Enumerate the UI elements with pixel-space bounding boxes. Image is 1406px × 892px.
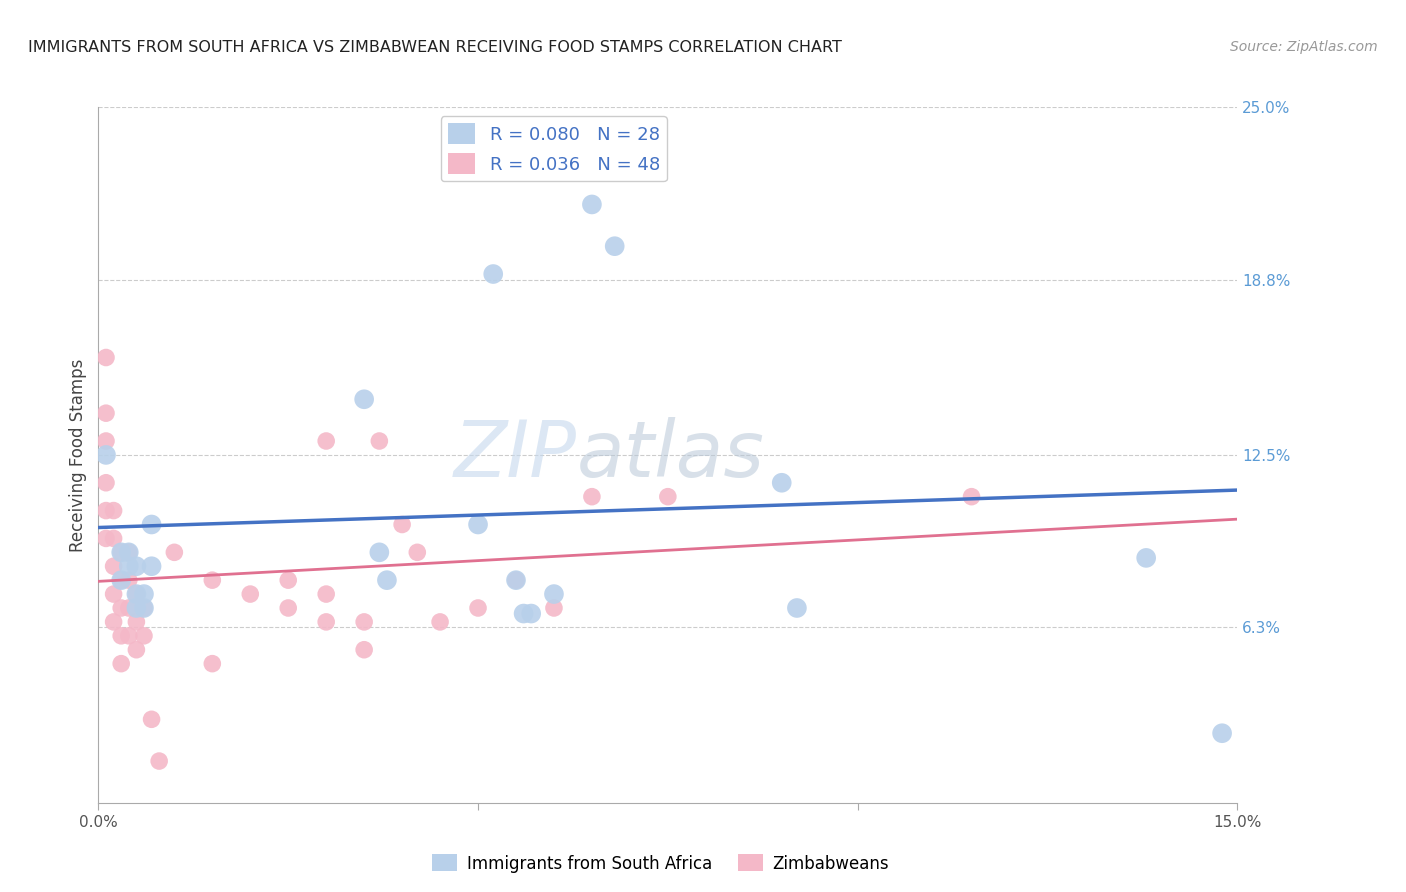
Point — [110, 545, 132, 559]
Point — [1135, 550, 1157, 565]
Point — [94, 532, 117, 546]
Legend: Immigrants from South Africa, Zimbabweans: Immigrants from South Africa, Zimbabwean… — [426, 847, 896, 880]
Point — [118, 545, 141, 559]
Point — [110, 601, 132, 615]
Point — [315, 615, 337, 629]
Point — [118, 545, 141, 559]
Point — [239, 587, 262, 601]
Point — [368, 434, 391, 448]
Point — [368, 545, 391, 559]
Point — [110, 629, 132, 643]
Point — [201, 657, 224, 671]
Point — [125, 601, 148, 615]
Point — [110, 573, 132, 587]
Point — [520, 607, 543, 621]
Point — [118, 573, 141, 587]
Text: IMMIGRANTS FROM SOUTH AFRICA VS ZIMBABWEAN RECEIVING FOOD STAMPS CORRELATION CHA: IMMIGRANTS FROM SOUTH AFRICA VS ZIMBABWE… — [28, 40, 842, 55]
Point — [391, 517, 413, 532]
Point — [103, 587, 125, 601]
Point — [512, 607, 534, 621]
Point — [770, 475, 793, 490]
Point — [581, 490, 603, 504]
Point — [960, 490, 983, 504]
Point — [141, 559, 163, 574]
Point — [201, 573, 224, 587]
Point — [315, 434, 337, 448]
Point — [132, 587, 155, 601]
Text: ZIP: ZIP — [454, 417, 576, 493]
Point — [125, 559, 148, 574]
Point — [375, 573, 398, 587]
Point — [315, 587, 337, 601]
Point — [110, 657, 132, 671]
Point — [543, 601, 565, 615]
Point — [596, 142, 619, 156]
Point — [94, 434, 117, 448]
Point — [581, 197, 603, 211]
Point — [110, 545, 132, 559]
Point — [125, 587, 148, 601]
Point — [163, 545, 186, 559]
Point — [543, 587, 565, 601]
Point — [353, 615, 375, 629]
Point — [125, 642, 148, 657]
Point — [277, 573, 299, 587]
Point — [132, 601, 155, 615]
Point — [132, 601, 155, 615]
Point — [1211, 726, 1233, 740]
Point — [148, 754, 170, 768]
Point — [94, 475, 117, 490]
Point — [118, 629, 141, 643]
Legend: R = 0.080   N = 28, R = 0.036   N = 48: R = 0.080 N = 28, R = 0.036 N = 48 — [441, 116, 666, 181]
Point — [118, 601, 141, 615]
Point — [125, 587, 148, 601]
Text: Source: ZipAtlas.com: Source: ZipAtlas.com — [1230, 40, 1378, 54]
Point — [94, 448, 117, 462]
Point — [505, 573, 527, 587]
Text: atlas: atlas — [576, 417, 765, 493]
Point — [141, 712, 163, 726]
Point — [103, 559, 125, 574]
Point — [406, 545, 429, 559]
Point — [505, 573, 527, 587]
Point — [94, 406, 117, 420]
Point — [94, 503, 117, 517]
Point — [94, 351, 117, 365]
Point — [103, 532, 125, 546]
Y-axis label: Receiving Food Stamps: Receiving Food Stamps — [69, 359, 87, 551]
Point — [277, 601, 299, 615]
Point — [353, 642, 375, 657]
Point — [467, 601, 489, 615]
Point — [110, 573, 132, 587]
Point — [429, 615, 451, 629]
Point — [118, 559, 141, 574]
Point — [467, 517, 489, 532]
Point — [141, 517, 163, 532]
Point — [132, 629, 155, 643]
Point — [103, 615, 125, 629]
Point — [103, 503, 125, 517]
Point — [657, 490, 679, 504]
Point — [353, 392, 375, 407]
Point — [603, 239, 626, 253]
Point — [125, 615, 148, 629]
Point — [482, 267, 505, 281]
Point — [786, 601, 808, 615]
